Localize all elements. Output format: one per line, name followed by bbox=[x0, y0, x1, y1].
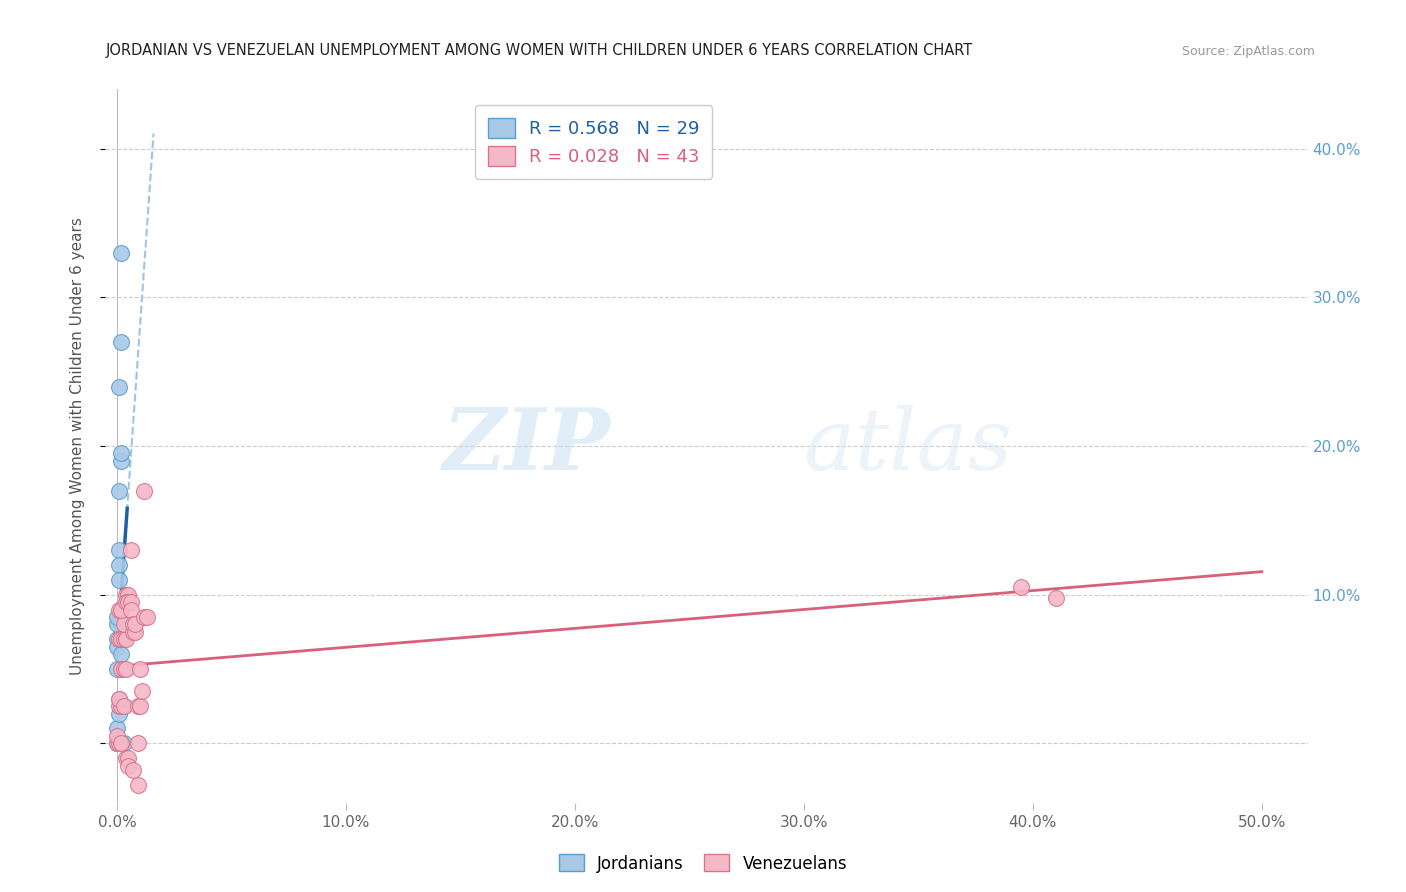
Point bbox=[105, 729, 128, 743]
Point bbox=[105, 617, 128, 632]
Y-axis label: Unemployment Among Women with Children Under 6 years: Unemployment Among Women with Children U… bbox=[70, 217, 84, 675]
Point bbox=[110, 699, 132, 714]
Point bbox=[112, 699, 135, 714]
Point bbox=[108, 699, 131, 714]
Point bbox=[127, 736, 149, 750]
Point bbox=[115, 632, 138, 647]
Legend: Jordanians, Venezuelans: Jordanians, Venezuelans bbox=[553, 847, 853, 880]
Point bbox=[115, 588, 138, 602]
Point bbox=[124, 624, 146, 639]
Point bbox=[105, 736, 128, 750]
Point bbox=[108, 736, 131, 750]
Point bbox=[128, 662, 150, 676]
Point bbox=[127, 778, 149, 792]
Point bbox=[117, 758, 139, 772]
Point bbox=[110, 454, 132, 468]
Point bbox=[117, 588, 139, 602]
Point bbox=[108, 573, 131, 587]
Point bbox=[108, 736, 131, 750]
Point bbox=[115, 662, 138, 676]
Point bbox=[108, 691, 131, 706]
Point bbox=[120, 543, 142, 558]
Point bbox=[110, 736, 132, 750]
Point bbox=[131, 684, 153, 698]
Point bbox=[128, 699, 150, 714]
Point bbox=[112, 617, 135, 632]
Legend: R = 0.568   N = 29, R = 0.028   N = 43: R = 0.568 N = 29, R = 0.028 N = 43 bbox=[475, 105, 713, 178]
Point bbox=[124, 617, 146, 632]
Point bbox=[112, 662, 135, 676]
Point bbox=[127, 699, 149, 714]
Point bbox=[112, 736, 135, 750]
Point bbox=[105, 610, 128, 624]
Point bbox=[1045, 591, 1067, 605]
Point bbox=[134, 610, 156, 624]
Point bbox=[135, 610, 157, 624]
Point bbox=[115, 751, 138, 765]
Point bbox=[110, 602, 132, 616]
Point bbox=[117, 595, 139, 609]
Point bbox=[108, 632, 131, 647]
Point bbox=[110, 736, 132, 750]
Point bbox=[108, 706, 131, 721]
Point bbox=[108, 602, 131, 616]
Point bbox=[108, 558, 131, 572]
Point bbox=[110, 446, 132, 460]
Point bbox=[110, 662, 132, 676]
Point bbox=[108, 691, 131, 706]
Point bbox=[110, 662, 132, 676]
Point bbox=[122, 763, 145, 777]
Point bbox=[110, 647, 132, 661]
Text: atlas: atlas bbox=[803, 405, 1012, 487]
Point bbox=[120, 602, 142, 616]
Point bbox=[122, 617, 145, 632]
Point bbox=[110, 334, 132, 349]
Text: ZIP: ZIP bbox=[443, 404, 610, 488]
Point bbox=[108, 543, 131, 558]
Point bbox=[110, 245, 132, 260]
Point bbox=[117, 751, 139, 765]
Text: Source: ZipAtlas.com: Source: ZipAtlas.com bbox=[1181, 45, 1315, 58]
Text: JORDANIAN VS VENEZUELAN UNEMPLOYMENT AMONG WOMEN WITH CHILDREN UNDER 6 YEARS COR: JORDANIAN VS VENEZUELAN UNEMPLOYMENT AMO… bbox=[105, 43, 973, 58]
Point bbox=[105, 722, 128, 736]
Point bbox=[1010, 580, 1032, 594]
Point bbox=[108, 483, 131, 498]
Point bbox=[105, 662, 128, 676]
Point bbox=[110, 632, 132, 647]
Point bbox=[115, 595, 138, 609]
Point bbox=[105, 632, 128, 647]
Point bbox=[120, 595, 142, 609]
Point bbox=[110, 617, 132, 632]
Point bbox=[122, 624, 145, 639]
Point bbox=[105, 736, 128, 750]
Point bbox=[108, 379, 131, 393]
Point bbox=[108, 736, 131, 750]
Point bbox=[112, 632, 135, 647]
Point bbox=[134, 483, 156, 498]
Point bbox=[112, 699, 135, 714]
Point bbox=[105, 640, 128, 654]
Point bbox=[108, 736, 131, 750]
Point bbox=[105, 736, 128, 750]
Point bbox=[110, 602, 132, 616]
